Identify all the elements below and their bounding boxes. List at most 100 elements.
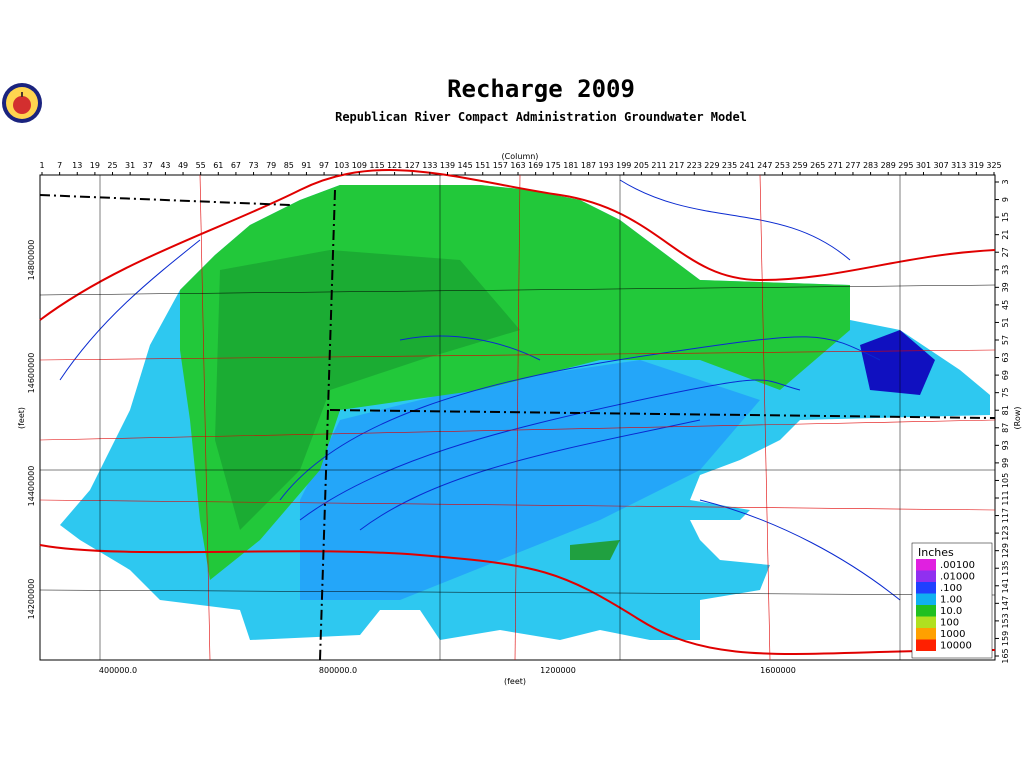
- row-tick-label: 135: [1001, 561, 1010, 576]
- left-tick-label: 14200000: [27, 579, 36, 620]
- bottom-tick-label: 1200000: [540, 666, 576, 675]
- title: Recharge 2009: [447, 75, 635, 103]
- column-tick-label: 325: [986, 161, 1001, 170]
- column-tick-label: 247: [757, 161, 772, 170]
- row-tick-label: 93: [1001, 440, 1010, 450]
- row-tick-label: 81: [1001, 405, 1010, 415]
- column-tick-label: 67: [231, 161, 241, 170]
- bottom-tick-label: 1600000: [760, 666, 796, 675]
- column-tick-label: 91: [301, 161, 311, 170]
- column-tick-label: 259: [792, 161, 807, 170]
- legend-label: 10000: [940, 641, 972, 652]
- legend-swatch: [916, 628, 936, 640]
- legend-swatch: [916, 559, 936, 571]
- column-tick-label: 169: [528, 161, 543, 170]
- legend-swatch: [916, 593, 936, 605]
- legend: Inches .00100.01000.1001.0010.0100100010…: [911, 542, 993, 659]
- left-tick-label: 14800000: [27, 240, 36, 281]
- column-tick-label: 277: [845, 161, 860, 170]
- left-axis-label: (feet): [17, 407, 26, 429]
- column-tick-label: 121: [387, 161, 402, 170]
- legend-label: 1.00: [940, 595, 962, 606]
- legend-label: .100: [940, 583, 962, 594]
- column-tick-label: 85: [284, 161, 294, 170]
- column-tick-label: 265: [810, 161, 825, 170]
- row-tick-label: 51: [1001, 317, 1010, 327]
- legend-swatch: [916, 582, 936, 594]
- column-tick-label: 199: [616, 161, 631, 170]
- column-tick-label: 157: [493, 161, 508, 170]
- row-tick-label: 15: [1001, 212, 1010, 222]
- left-tick-label: 14600000: [27, 353, 36, 394]
- row-tick-label: 3: [1001, 179, 1010, 184]
- bottom-tick-label: 400000.0: [99, 666, 137, 675]
- row-tick-label: 87: [1001, 423, 1010, 433]
- row-tick-label: 111: [1001, 490, 1010, 505]
- legend-swatch: [916, 570, 936, 582]
- row-tick-label: 9: [1001, 197, 1010, 202]
- column-tick-label: 79: [266, 161, 276, 170]
- row-tick-label: 153: [1001, 613, 1010, 628]
- row-tick-label: 57: [1001, 335, 1010, 345]
- column-tick-label: 313: [951, 161, 966, 170]
- column-tick-label: 19: [90, 161, 100, 170]
- column-tick-label: 97: [319, 161, 329, 170]
- subtitle: Republican River Compact Administration …: [335, 110, 747, 124]
- row-tick-label: 63: [1001, 352, 1010, 362]
- column-tick-label: 115: [369, 161, 384, 170]
- legend-title: Inches: [918, 546, 954, 559]
- column-tick-label: 13: [72, 161, 82, 170]
- legend-label: 10.0: [940, 606, 962, 617]
- row-tick-label: 129: [1001, 543, 1010, 558]
- legend-label: 100: [940, 618, 959, 629]
- legend-swatch: [916, 605, 936, 617]
- legend-swatch: [916, 616, 936, 628]
- row-tick-label: 123: [1001, 525, 1010, 540]
- column-tick-label: 283: [863, 161, 878, 170]
- map-area: [39, 169, 996, 661]
- column-tick-label: 151: [475, 161, 490, 170]
- row-tick-label: 141: [1001, 578, 1010, 593]
- left-tick-label: 14400000: [27, 466, 36, 507]
- column-tick-label: 175: [546, 161, 561, 170]
- column-tick-label: 163: [510, 161, 525, 170]
- column-tick-label: 31: [125, 161, 135, 170]
- column-tick-label: 73: [248, 161, 258, 170]
- column-tick-label: 271: [828, 161, 843, 170]
- row-tick-label: 27: [1001, 247, 1010, 257]
- column-tick-label: 217: [669, 161, 684, 170]
- right-axis-label: (Row): [1013, 407, 1022, 430]
- logo: [2, 83, 42, 123]
- row-tick-label: 69: [1001, 370, 1010, 380]
- column-tick-label: 139: [440, 161, 455, 170]
- column-tick-label: 235: [722, 161, 737, 170]
- column-tick-label: 229: [704, 161, 719, 170]
- legend-swatch: [916, 639, 936, 651]
- column-tick-label: 181: [563, 161, 578, 170]
- column-tick-label: 253: [775, 161, 790, 170]
- row-tick-label: 45: [1001, 300, 1010, 310]
- column-tick-label: 109: [352, 161, 367, 170]
- column-tick-label: 211: [651, 161, 666, 170]
- bottom-tick-label: 800000.0: [319, 666, 357, 675]
- row-tick-label: 75: [1001, 388, 1010, 398]
- row-tick-label: 105: [1001, 473, 1010, 488]
- row-tick-label: 159: [1001, 631, 1010, 646]
- row-tick-label: 99: [1001, 458, 1010, 468]
- bottom-axis-label: (feet): [504, 677, 526, 686]
- column-tick-label: 133: [422, 161, 437, 170]
- column-tick-label: 187: [581, 161, 596, 170]
- row-tick-label: 39: [1001, 282, 1010, 292]
- column-tick-label: 301: [916, 161, 931, 170]
- row-tick-label: 21: [1001, 230, 1010, 240]
- column-tick-label: 49: [178, 161, 188, 170]
- column-tick-label: 307: [933, 161, 948, 170]
- column-tick-label: 1: [39, 161, 44, 170]
- top-axis-label: (Column): [502, 152, 539, 161]
- column-tick-label: 37: [143, 161, 153, 170]
- column-tick-label: 127: [405, 161, 420, 170]
- row-tick-label: 117: [1001, 508, 1010, 523]
- column-tick-label: 61: [213, 161, 223, 170]
- column-tick-label: 25: [107, 161, 117, 170]
